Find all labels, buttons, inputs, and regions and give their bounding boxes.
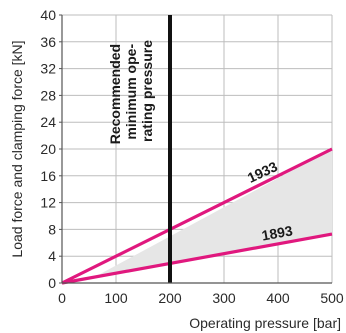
series-line-1893: [61, 232, 333, 285]
y-tick-label-36: 36: [40, 34, 56, 50]
y-tick-label-8: 8: [48, 221, 56, 237]
x-tick-label-400: 400: [266, 290, 290, 306]
x-tick-label-0: 0: [58, 290, 66, 306]
y-tick-label-0: 0: [48, 275, 56, 291]
y-tick-label-4: 4: [48, 248, 56, 264]
series-line-1933: [61, 147, 333, 285]
shaded-region-between-series: [94, 149, 333, 278]
recommended-pressure-annotation: Recommended minimum ope- rating pressure: [107, 40, 155, 144]
series-label-1893: 1893: [260, 222, 294, 243]
y-tick-label-20: 20: [40, 141, 56, 157]
y-tick-label-28: 28: [40, 87, 56, 103]
x-tick-label-200: 200: [158, 290, 182, 306]
y-axis-title: Load force and clamping force [kN]: [9, 40, 25, 257]
annotation-line-3: rating pressure: [139, 40, 155, 142]
x-tick-label-300: 300: [212, 290, 236, 306]
x-tick-label-500: 500: [320, 290, 344, 306]
y-tick-label-16: 16: [40, 168, 56, 184]
series-group: [61, 147, 333, 285]
y-tick-label-24: 24: [40, 114, 56, 130]
y-tick-label-32: 32: [40, 61, 56, 77]
annotation-line-2: minimum ope-: [123, 44, 139, 140]
x-axis-title: Operating pressure [bar]: [189, 315, 341, 331]
annotation-line-1: Recommended: [107, 44, 123, 144]
y-tick-label-40: 40: [40, 7, 56, 23]
y-tick-label-12: 12: [40, 195, 56, 211]
x-tick-label-100: 100: [104, 290, 128, 306]
